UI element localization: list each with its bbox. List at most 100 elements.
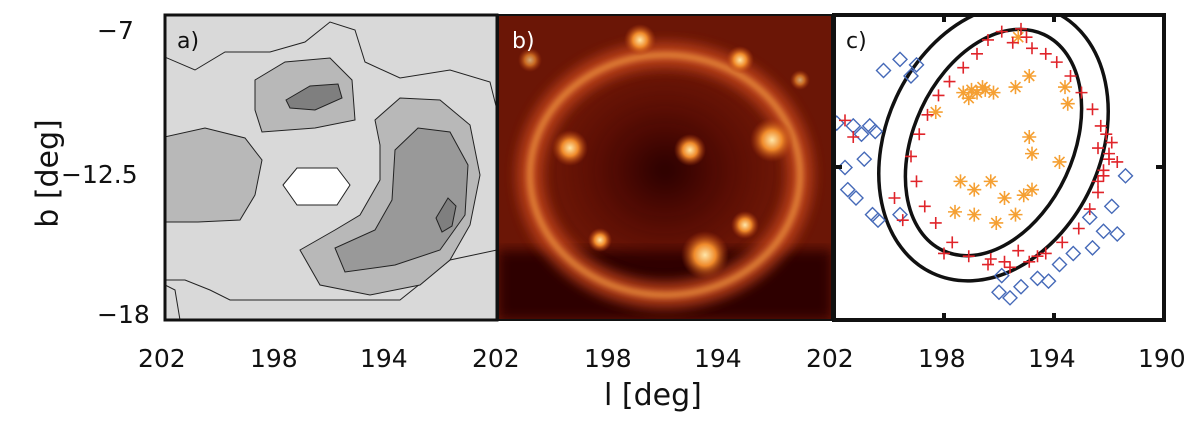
star-marker	[1060, 96, 1075, 111]
plus-marker	[938, 247, 950, 260]
plus-marker	[1031, 250, 1044, 263]
diamond-marker	[908, 56, 925, 73]
plus-marker	[1105, 136, 1118, 149]
contour-hole	[282, 167, 351, 206]
diamond-marker	[991, 284, 1007, 301]
diamond-marker	[839, 181, 856, 198]
plus-marker	[1026, 42, 1038, 55]
panel-c-scatter	[834, 15, 1164, 320]
star-marker	[1022, 130, 1037, 144]
diamond-marker	[1029, 270, 1046, 287]
shell-ellipse	[877, 15, 1110, 283]
plus-marker	[1103, 147, 1115, 160]
diamond-marker	[867, 123, 884, 140]
star-marker	[1016, 188, 1031, 203]
plus-marker	[1092, 142, 1104, 155]
x-tick-label: 194	[1028, 344, 1076, 373]
star-marker	[983, 174, 998, 189]
diamond-marker	[870, 212, 886, 229]
star-marker	[1008, 80, 1023, 95]
diamond-marker	[1081, 209, 1098, 226]
panel-a-label: a)	[177, 29, 200, 54]
plus-marker	[984, 253, 997, 265]
diamond-marker	[892, 51, 908, 68]
star-marker	[948, 204, 962, 219]
star-marker	[1025, 146, 1039, 161]
star-marker	[1008, 207, 1023, 222]
plus-marker	[1094, 119, 1107, 132]
star-marker	[967, 182, 982, 197]
plus-marker	[946, 236, 959, 249]
plus-marker	[918, 200, 931, 213]
plus-marker	[929, 216, 942, 229]
plus-marker	[888, 192, 901, 204]
plus-marker	[1012, 244, 1025, 257]
panel-b-label: b)	[512, 29, 535, 54]
diamond-marker	[856, 151, 873, 168]
plus-marker	[905, 150, 917, 163]
star-marker	[1052, 154, 1067, 169]
x-tick-label: 198	[918, 344, 966, 373]
diamond-marker	[1109, 226, 1126, 243]
plus-marker	[1006, 36, 1019, 49]
diamond-marker	[1095, 223, 1112, 240]
diamond-marker	[903, 68, 919, 84]
plus-marker	[1039, 47, 1052, 60]
star-marker	[956, 85, 971, 100]
plus-marker	[896, 214, 909, 227]
star-marker	[1011, 30, 1026, 45]
star-marker	[1025, 182, 1039, 197]
x-tick-label: 202	[472, 344, 520, 373]
y-tick-label: −12.5	[61, 160, 138, 189]
plus-marker	[1023, 255, 1036, 268]
panel-c-ticks	[834, 15, 1164, 320]
x-tick-label: 198	[584, 344, 632, 373]
x-tick-label: 198	[250, 344, 298, 373]
plus-marker	[998, 255, 1011, 268]
star-marker	[964, 82, 979, 97]
plus-marker	[1100, 128, 1113, 141]
plus-marker	[957, 61, 970, 74]
star-marker	[1058, 80, 1072, 95]
plus-marker	[913, 128, 926, 141]
diamond-marker	[1040, 273, 1057, 290]
diamond-marker	[1002, 289, 1018, 306]
plus-marker	[1111, 155, 1124, 168]
plus-marker	[1072, 222, 1085, 235]
diamond-marker	[993, 267, 1010, 284]
x-tick-label: 194	[694, 344, 742, 373]
diamond-marker	[1051, 256, 1068, 273]
contour-level-4	[435, 197, 457, 233]
plus-marker	[839, 114, 851, 127]
diamond-marker	[848, 190, 864, 206]
plus-marker	[1050, 56, 1063, 69]
star-marker	[997, 191, 1012, 205]
star-marker	[961, 91, 976, 106]
plus-marker	[943, 75, 956, 88]
star-marker	[1022, 69, 1037, 83]
diamond-marker	[853, 126, 870, 143]
diamond-marker	[1065, 245, 1082, 262]
x-axis-title: l [deg]	[604, 378, 702, 413]
star-marker	[967, 207, 982, 222]
diamond-marker	[875, 62, 892, 79]
plus-marker	[1056, 236, 1069, 249]
plus-marker	[1004, 261, 1016, 274]
contour-level-1-tail	[165, 284, 181, 320]
star-marker	[953, 174, 968, 189]
star-marker	[970, 85, 984, 100]
star-marker	[989, 215, 1004, 230]
plus-marker	[1015, 22, 1027, 35]
contour-level-2	[165, 127, 263, 223]
x-tick-label: 190	[1138, 344, 1186, 373]
x-tick-label: 202	[138, 344, 186, 373]
plus-marker	[1092, 175, 1104, 188]
plus-marker	[1086, 103, 1099, 116]
diamond-marker	[892, 206, 908, 223]
y-tick-label: −7	[97, 16, 134, 45]
diamond-marker	[1103, 198, 1120, 215]
star-marker	[975, 80, 990, 95]
shell-ellipse	[903, 27, 1084, 258]
plus-marker	[1083, 203, 1096, 216]
x-tick-label: 202	[806, 344, 854, 373]
